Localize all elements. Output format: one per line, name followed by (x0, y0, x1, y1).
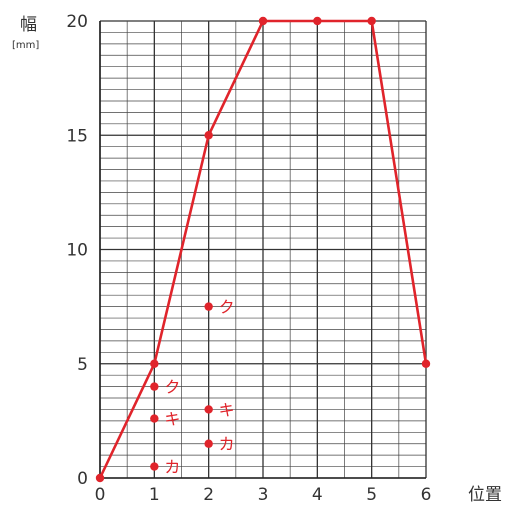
point-label: キ (219, 400, 235, 419)
point-label: カ (164, 458, 180, 477)
series-point (95, 473, 105, 483)
y-tick-label: 0 (77, 469, 88, 489)
grid (99, 20, 427, 479)
labeled-point (150, 382, 159, 391)
series-point (367, 16, 376, 26)
series-point (150, 359, 159, 368)
x-axis-label: 位置 (468, 485, 502, 505)
x-tick-label: 0 (95, 485, 106, 505)
series (95, 16, 431, 483)
series-point (421, 359, 431, 368)
labeled-point (204, 302, 213, 311)
series-point (204, 131, 213, 140)
y-axis-unit: [mm] (12, 40, 39, 51)
point-label: キ (164, 410, 180, 429)
tick-labels: 0 1 2 3 4 5 6 0 5 10 15 20 (66, 12, 431, 505)
x-tick-label: 1 (149, 485, 160, 505)
x-tick-label: 6 (421, 485, 432, 505)
series-point (258, 16, 268, 26)
y-tick-label: 15 (66, 126, 88, 146)
series-point (313, 16, 322, 26)
y-axis-label: 幅 (20, 15, 37, 35)
labeled-point (204, 439, 213, 448)
point-label: ク (164, 378, 180, 397)
x-tick-label: 2 (203, 485, 214, 505)
labeled-point (150, 462, 159, 471)
x-tick-label: 3 (258, 485, 269, 505)
point-label: ク (219, 298, 235, 317)
x-tick-label: 5 (366, 485, 377, 505)
y-tick-label: 5 (77, 355, 88, 375)
y-tick-label: 10 (66, 241, 88, 261)
labeled-point (204, 405, 213, 414)
x-tick-label: 4 (312, 485, 323, 505)
y-tick-label: 20 (66, 12, 88, 32)
labeled-point (150, 414, 159, 423)
point-label: カ (219, 435, 235, 454)
axes (99, 21, 426, 479)
